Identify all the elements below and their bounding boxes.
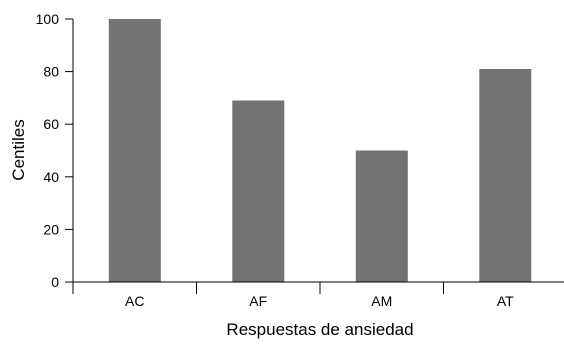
x-tick-label-at: AT xyxy=(497,293,514,309)
x-tick-label-af: AF xyxy=(249,293,267,309)
x-axis: AC AF AM AT xyxy=(65,281,564,309)
y-axis-title: Centiles xyxy=(9,119,28,180)
y-tick-label: 20 xyxy=(43,221,59,237)
bar-af xyxy=(232,100,285,282)
bar-at xyxy=(479,69,532,282)
bar-ac xyxy=(108,19,161,282)
y-tick-label: 0 xyxy=(51,274,59,290)
y-tick-label: 60 xyxy=(43,116,59,132)
y-tick-label: 40 xyxy=(43,169,59,185)
y-tick-label: 80 xyxy=(43,64,59,80)
x-tick-label-ac: AC xyxy=(125,293,144,309)
bars-group xyxy=(108,19,532,282)
y-tick-label: 100 xyxy=(36,11,60,27)
bar-am xyxy=(355,150,408,282)
y-axis: 0 20 40 60 80 100 xyxy=(36,11,74,290)
x-axis-title: Respuestas de ansiedad xyxy=(226,320,413,339)
x-tick-label-am: AM xyxy=(371,293,392,309)
